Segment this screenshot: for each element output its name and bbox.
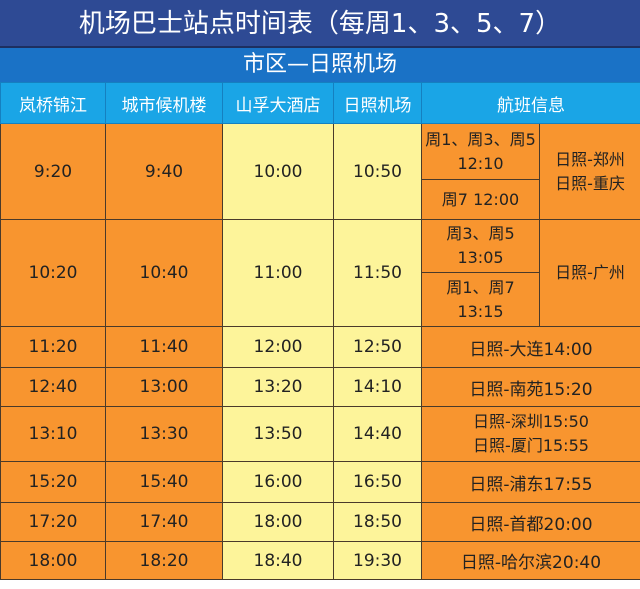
time-cell: 13:30	[105, 406, 223, 462]
flight-time-cell: 周1、周3、周5 12:10	[421, 123, 540, 180]
time-cell: 15:20	[0, 461, 106, 503]
time-cell: 12:50	[333, 326, 422, 368]
page-title: 机场巴士站点时间表（每周1、3、5、7）	[0, 0, 640, 48]
time-cell: 15:40	[105, 461, 223, 503]
table-row: 9:20 9:40 10:00 10:50 周1、周3、周5 12:10 日照-…	[0, 123, 640, 220]
time-cell: 18:50	[333, 502, 422, 542]
table-row: 11:20 11:40 12:00 12:50 日照-大连14:00	[0, 326, 640, 368]
table-row: 17:20 17:40 18:00 18:50 日照-首都20:00	[0, 502, 640, 542]
time-cell: 16:50	[333, 461, 422, 503]
table-row: 12:40 13:00 13:20 14:10 日照-南苑15:20	[0, 367, 640, 407]
header-lanqiao: 岚桥锦江	[0, 82, 106, 124]
flight-time-cell: 周7 12:00	[421, 179, 540, 220]
header-row: 岚桥锦江 城市候机楼 山孚大酒店 日照机场 航班信息	[0, 82, 640, 124]
route-cell: 日照-郑州日照-重庆	[539, 123, 640, 220]
time-cell: 12:00	[222, 326, 334, 368]
time-cell: 10:20	[0, 219, 106, 327]
time-cell: 16:00	[222, 461, 334, 503]
time-cell: 18:20	[105, 541, 223, 580]
flight-text: 日照-深圳15:50	[473, 412, 589, 431]
route-text: 日照-郑州	[555, 149, 625, 169]
table-row: 周1、周7 13:15	[1, 272, 640, 327]
header-flight-info: 航班信息	[421, 82, 640, 124]
route-text: 日照-重庆	[555, 173, 625, 193]
time-cell: 10:40	[105, 219, 223, 327]
time-cell: 11:50	[333, 219, 422, 327]
time-cell: 18:00	[222, 502, 334, 542]
header-city-terminal: 城市候机楼	[105, 82, 223, 124]
time-cell: 13:00	[105, 367, 223, 407]
time-cell: 18:00	[0, 541, 106, 580]
flight-cell: 日照-首都20:00	[421, 502, 640, 542]
time-cell: 10:50	[333, 123, 422, 220]
flight-cell: 日照-大连14:00	[421, 326, 640, 368]
time-cell: 17:40	[105, 502, 223, 542]
table-row: 13:10 13:30 13:50 14:40 日照-深圳15:50 日照-厦门1…	[0, 406, 640, 462]
flight-text: 日照-厦门15:55	[473, 436, 589, 455]
time-cell: 13:10	[0, 406, 106, 462]
flight-cell: 日照-南苑15:20	[421, 367, 640, 407]
header-airport: 日照机场	[333, 82, 422, 124]
time-cell: 19:30	[333, 541, 422, 580]
route-cell: 日照-广州	[539, 219, 640, 327]
time-cell: 14:10	[333, 367, 422, 407]
time-cell: 12:40	[0, 367, 106, 407]
time-cell: 14:40	[333, 406, 422, 462]
flight-cell: 日照-浦东17:55	[421, 461, 640, 503]
flight-cell: 日照-哈尔滨20:40	[421, 541, 640, 580]
table-row: 15:20 15:40 16:00 16:50 日照-浦东17:55	[0, 461, 640, 503]
flight-time-cell: 周1、周7 13:15	[421, 272, 540, 327]
time-cell: 18:40	[222, 541, 334, 580]
route-subtitle: 市区—日照机场	[0, 48, 640, 82]
time-cell: 9:40	[105, 123, 223, 220]
time-cell: 9:20	[0, 123, 106, 220]
time-cell: 13:50	[222, 406, 334, 462]
flight-time-cell: 周3、周5 13:05	[421, 219, 540, 273]
time-cell: 11:40	[105, 326, 223, 368]
flight-cell: 日照-深圳15:50 日照-厦门15:55	[421, 406, 640, 462]
table-row: 18:00 18:20 18:40 19:30 日照-哈尔滨20:40	[0, 541, 640, 580]
schedule-table: 岚桥锦江 城市候机楼 山孚大酒店 日照机场 航班信息 9:20 9:40 10:…	[0, 82, 640, 580]
table-row: 周7 12:00	[1, 179, 640, 220]
time-cell: 13:20	[222, 367, 334, 407]
time-cell: 17:20	[0, 502, 106, 542]
time-cell: 10:00	[222, 123, 334, 220]
header-shanfu-hotel: 山孚大酒店	[222, 82, 334, 124]
time-cell: 11:00	[222, 219, 334, 327]
table-row: 10:20 10:40 11:00 11:50 周3、周5 13:05 日照-广…	[0, 219, 640, 327]
time-cell: 11:20	[0, 326, 106, 368]
